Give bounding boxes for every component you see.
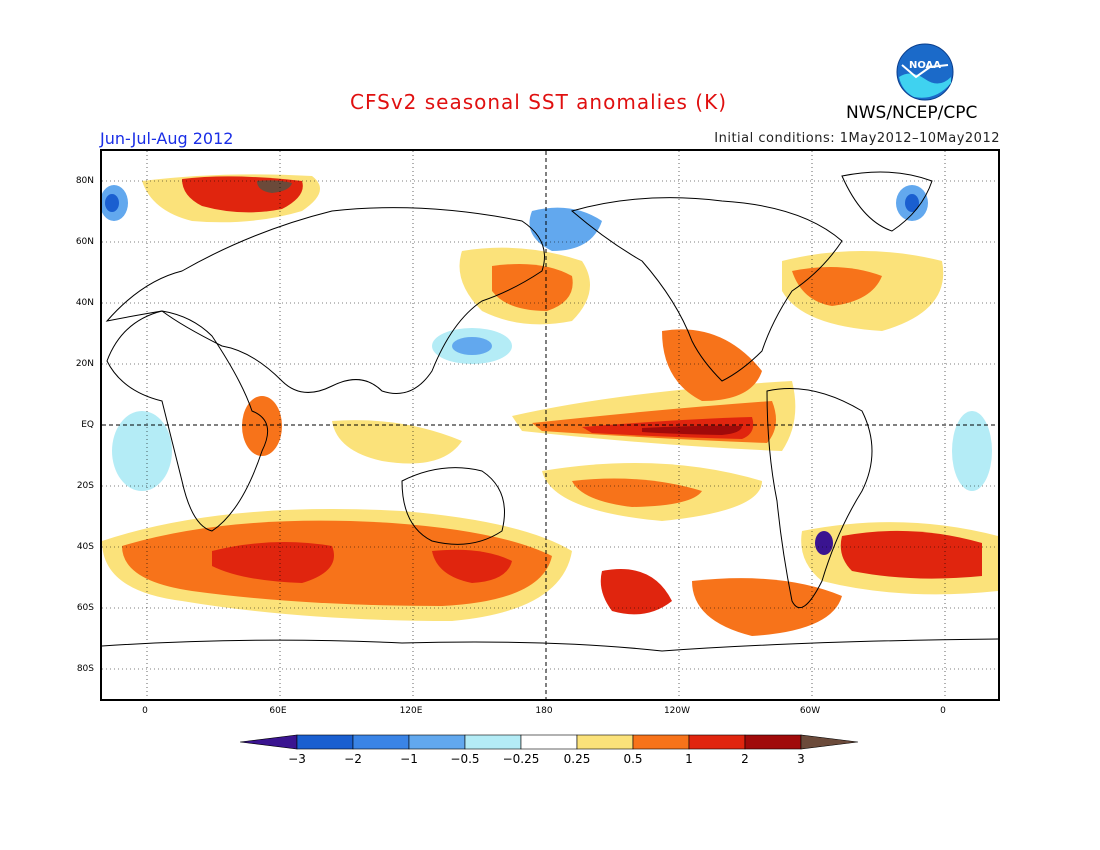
colorbar-label-m3: −3 [288,752,306,766]
anomaly-core-south-indian-east [432,549,512,583]
anomaly-hot-south-indian [122,520,552,606]
graticule [102,151,998,699]
colorbar-cell-7 [632,734,690,750]
colorbar-cell-0 [240,734,298,750]
colorbar-cell-10 [800,734,859,750]
anomaly-warm-southern-ocean-pacific [692,578,842,636]
lat-label-eq: EQ [81,420,94,430]
anomaly-cold-falkland [815,531,833,555]
lon-label-120e: 120E [399,706,423,716]
lon-label-120w: 120W [663,706,691,716]
lon-label-60w: 60W [799,706,821,716]
anomaly-extreme-greenland [257,180,292,193]
anomaly-warm-arabian [242,396,282,456]
anomaly-hot-south-atlantic [840,530,982,579]
anomaly-warm-east-pacific-north [662,329,762,401]
lat-label-40n: 40N [75,298,94,308]
lat-label-80s: 80S [76,664,94,674]
initial-conditions-label: Initial conditions: 1May2012–10May2012 [714,131,1000,146]
lon-label-180: 180 [535,706,553,716]
anomaly-hot-north-atlantic [792,267,882,306]
colorbar-label-p05: 0.5 [623,752,643,766]
anomaly-hot-southern-ocean-pacific [600,569,672,615]
coastlines [102,171,998,652]
lat-label-20s: 20S [76,481,94,491]
colorbar-label-m2: −2 [344,752,362,766]
map-title: CFSv2 seasonal SST anomalies (K) [350,90,727,114]
colorbar-label-p2: 2 [741,752,749,766]
anomaly-cold-arctic-east-core [905,194,919,212]
reference-lines [102,151,998,699]
anomaly-cold-arctic-west-core [105,194,119,212]
agency-label: NWS/NCEP/CPC [846,103,978,123]
anomaly-cold-benguela [112,411,172,491]
colorbar-label-m1: −1 [400,752,418,766]
coast-north-america [570,197,843,382]
lat-label-20n: 20N [75,359,94,369]
coast-australia [401,467,505,545]
anomaly-hot-north-pacific [492,263,573,311]
lat-label-40s: 40S [76,542,94,552]
coast-antarctica [102,638,998,652]
coast-south-america [766,388,873,609]
map-canvas [102,151,998,699]
anomaly-core-south-indian [212,542,334,583]
colorbar-cell-8 [688,734,746,750]
coast-africa [106,310,269,532]
lon-label-0: 0 [142,706,148,716]
anomaly-cold-central-pacific-core [452,337,492,355]
colorbar-cell-1 [296,734,354,750]
lat-label-60n: 60N [75,237,94,247]
colorbar-label-m025: −0.25 [502,752,540,766]
colorbar-cell-2 [352,734,410,750]
anomaly-extreme-eq-pacific [642,425,742,435]
colorbar-label-p025: 0.25 [563,752,591,766]
colorbar-cell-6 [576,734,634,750]
colorbar-cell-4 [464,734,522,750]
colorbar-label-m05: −0.5 [450,752,480,766]
colorbar-cell-5 [520,734,578,750]
colorbar-cell-9 [744,734,802,750]
season-label: Jun-Jul-Aug 2012 [100,129,234,148]
coast-eurasia [105,207,545,394]
anomaly-warm-indo [332,420,462,464]
coast-greenland [841,171,933,232]
lat-label-80n: 80N [75,176,94,186]
sst-anomaly-map [100,149,1000,701]
logo-text: NOAA [909,60,941,71]
noaa-logo: NOAA [896,43,954,101]
lat-label-60s: 60S [76,603,94,613]
colorbar-cell-3 [408,734,466,750]
lon-label-60e: 60E [269,706,287,716]
anomaly-cold-west-atlantic [952,411,992,491]
anomaly-cold-bering [529,207,602,251]
colorbar-label-p3: 3 [797,752,805,766]
colorbar [240,734,859,750]
anomaly-layer [102,174,998,636]
colorbar-label-p1: 1 [685,752,693,766]
lon-label-0-east: 0 [940,706,946,716]
anomaly-hot-south-pacific [572,478,702,507]
